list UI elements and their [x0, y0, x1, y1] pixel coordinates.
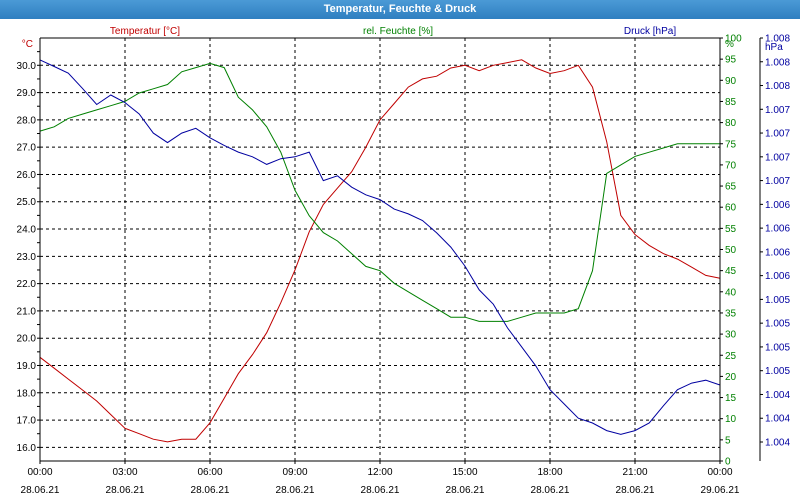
x-tick-time-label: 03:00 — [112, 467, 137, 478]
axes — [37, 37, 763, 464]
humidity-tick-label: 45 — [725, 266, 737, 277]
humidity-tick-label: 30 — [725, 330, 737, 341]
temperature-tick-label: 27.0 — [17, 143, 37, 154]
chart-title: Temperatur, Feuchte & Druck — [0, 0, 800, 19]
temperature-tick-label: 19.0 — [17, 361, 37, 372]
axis-labels: 16.0 17.0 18.0 19.0 20.0 21.0 22.0 23.0 24.0 25.0… — [17, 26, 791, 496]
humidity-tick-label: 35 — [725, 308, 737, 319]
x-tick-date-label: 28.06.21 — [21, 485, 60, 496]
pressure-unit-label: hPa — [765, 42, 783, 53]
temperature-tick-label: 18.0 — [17, 388, 37, 399]
x-tick-time-label: 09:00 — [282, 467, 307, 478]
x-tick-date-label: 29.06.21 — [701, 485, 740, 496]
humidity-tick-label: 80 — [725, 118, 737, 129]
x-tick-time-label: 06:00 — [197, 467, 222, 478]
pressure-tick-label: 1.006 — [765, 200, 790, 211]
humidity-tick-label: 10 — [725, 414, 737, 425]
line-chart: 16.0 17.0 18.0 19.0 20.0 21.0 22.0 23.0 24.0 25.0… — [17, 26, 791, 496]
pressure-tick-label: 1.004 — [765, 390, 790, 401]
pressure-tick-label: 1.006 — [765, 271, 790, 282]
x-tick-time-label: 18:00 — [537, 467, 562, 478]
humidity-tick-label: 20 — [725, 372, 737, 383]
temperature-tick-label: 30.0 — [17, 61, 37, 72]
temperature-tick-label: 24.0 — [17, 225, 37, 236]
pressure-tick-label: 1.007 — [765, 176, 790, 187]
x-tick-time-label: 15:00 — [452, 467, 477, 478]
humidity-tick-label: 60 — [725, 203, 737, 214]
temperature-series-line — [39, 59, 721, 443]
humidity-tick-label: 85 — [725, 97, 737, 108]
humidity-tick-label: 40 — [725, 287, 737, 298]
grid-lines — [40, 38, 720, 461]
temperature-tick-label: 26.0 — [17, 170, 37, 181]
x-tick-date-label: 28.06.21 — [191, 485, 230, 496]
temperature-tick-label: 23.0 — [17, 252, 37, 263]
pressure-tick-label: 1.007 — [765, 129, 790, 140]
humidity-tick-label: 25 — [725, 351, 737, 362]
pressure-tick-label: 1.005 — [765, 342, 790, 353]
humidity-tick-label: 65 — [725, 182, 737, 193]
x-tick-date-label: 28.06.21 — [276, 485, 315, 496]
temperature-tick-label: 21.0 — [17, 306, 37, 317]
legend-humidity: rel. Feuchte [%] — [363, 26, 433, 37]
temperature-tick-label: 20.0 — [17, 334, 37, 345]
x-tick-date-label: 28.06.21 — [106, 485, 145, 496]
x-tick-time-label: 00:00 — [707, 467, 732, 478]
pressure-tick-label: 1.008 — [765, 57, 790, 68]
humidity-tick-label: 100 — [725, 34, 742, 45]
pressure-tick-label: 1.004 — [765, 437, 790, 448]
pressure-tick-label: 1.008 — [765, 34, 790, 45]
pressure-tick-label: 1.007 — [765, 152, 790, 163]
humidity-series-line — [39, 62, 720, 322]
pressure-tick-label: 1.006 — [765, 224, 790, 235]
humidity-tick-label: 55 — [725, 224, 737, 235]
pressure-tick-label: 1.005 — [765, 366, 790, 377]
legend-temperature: Temperatur [°C] — [110, 26, 180, 37]
x-tick-date-label: 28.06.21 — [446, 485, 485, 496]
legend-pressure: Druck [hPa] — [624, 26, 676, 37]
x-tick-date-label: 28.06.21 — [361, 485, 400, 496]
temperature-tick-label: 25.0 — [17, 197, 37, 208]
humidity-tick-label: 5 — [725, 435, 731, 446]
pressure-tick-label: 1.006 — [765, 247, 790, 258]
temperature-tick-label: 28.0 — [17, 115, 37, 126]
x-tick-time-label: 00:00 — [27, 467, 52, 478]
pressure-tick-label: 1.005 — [765, 295, 790, 306]
humidity-tick-label: 70 — [725, 160, 737, 171]
temperature-tick-label: 17.0 — [17, 416, 37, 427]
pressure-tick-label: 1.008 — [765, 81, 790, 92]
humidity-tick-label: 95 — [725, 55, 737, 66]
x-tick-date-label: 28.06.21 — [616, 485, 655, 496]
temperature-tick-label: 22.0 — [17, 279, 37, 290]
humidity-tick-label: 75 — [725, 139, 737, 150]
humidity-tick-label: 15 — [725, 393, 737, 404]
x-tick-time-label: 12:00 — [367, 467, 392, 478]
temperature-tick-label: 29.0 — [17, 88, 37, 99]
pressure-tick-label: 1.007 — [765, 105, 790, 116]
humidity-unit-label: % — [725, 39, 734, 50]
x-tick-date-label: 28.06.21 — [531, 485, 570, 496]
temperature-tick-label: 16.0 — [17, 443, 37, 454]
pressure-series-line — [39, 59, 721, 435]
humidity-tick-label: 90 — [725, 76, 737, 87]
humidity-tick-label: 0 — [725, 457, 731, 468]
pressure-tick-label: 1.005 — [765, 319, 790, 330]
series-lines — [39, 59, 721, 443]
temperature-unit-label: °C — [22, 39, 33, 50]
x-tick-time-label: 21:00 — [622, 467, 647, 478]
pressure-tick-label: 1.004 — [765, 414, 790, 425]
humidity-tick-label: 50 — [725, 245, 737, 256]
